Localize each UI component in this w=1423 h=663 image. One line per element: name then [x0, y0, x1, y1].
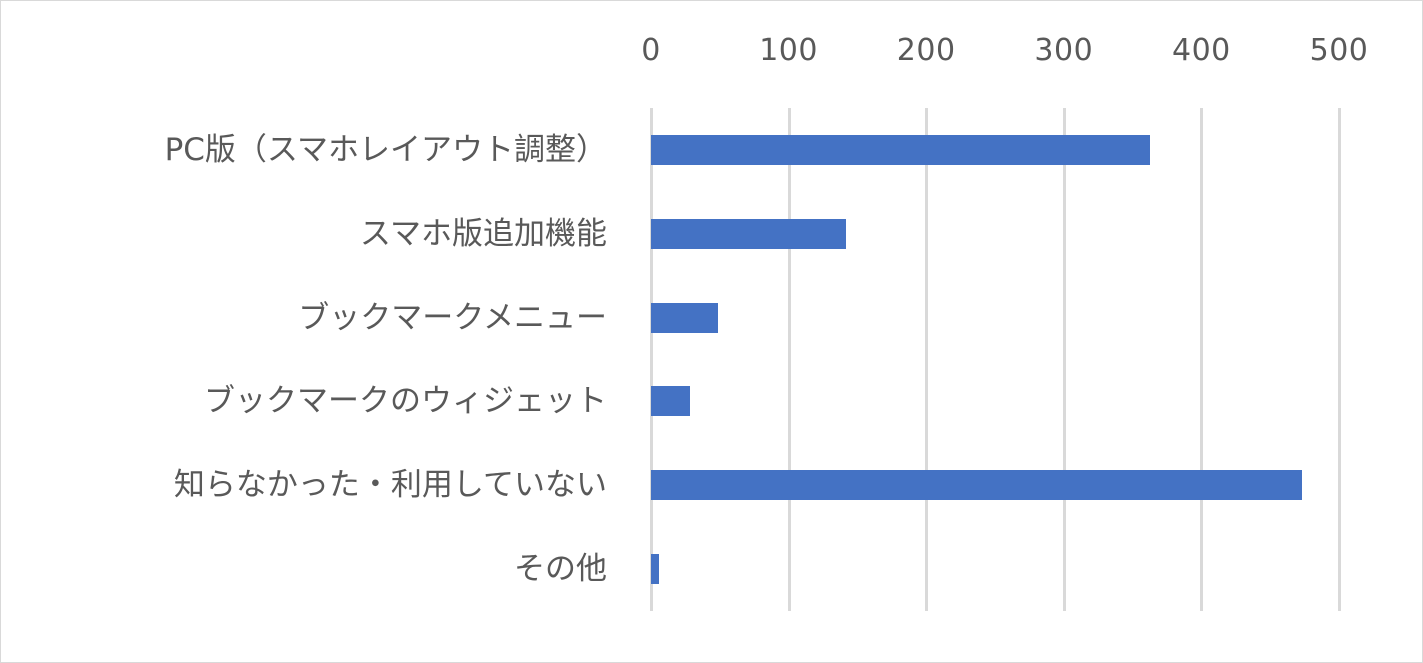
x-tick-label: 200	[896, 33, 956, 68]
x-tick-label: 400	[1172, 33, 1231, 68]
bar	[651, 470, 1302, 500]
gridline	[925, 108, 929, 611]
gridline	[1200, 108, 1204, 611]
x-tick-label: 0	[641, 33, 661, 68]
bar	[651, 219, 847, 249]
gridline	[1338, 108, 1341, 611]
category-label: ブックマークメニュー	[298, 300, 607, 336]
gridline	[787, 108, 791, 611]
gridline	[1062, 108, 1066, 611]
bar	[651, 386, 690, 416]
bar	[651, 554, 660, 584]
category-label: スマホ版追加機能	[359, 216, 607, 252]
category-label: PC版（スマホレイアウト調整）	[164, 132, 607, 168]
category-label: その他	[514, 551, 607, 587]
x-tick-label: 100	[759, 33, 818, 68]
bar	[651, 303, 719, 333]
x-tick-label: 300	[1034, 33, 1094, 68]
category-label: 知らなかった・利用していない	[173, 467, 607, 503]
x-tick-label: 500	[1309, 33, 1369, 68]
gridline	[650, 108, 653, 611]
bar	[651, 135, 1151, 165]
category-label: ブックマークのウィジェット	[204, 383, 607, 419]
